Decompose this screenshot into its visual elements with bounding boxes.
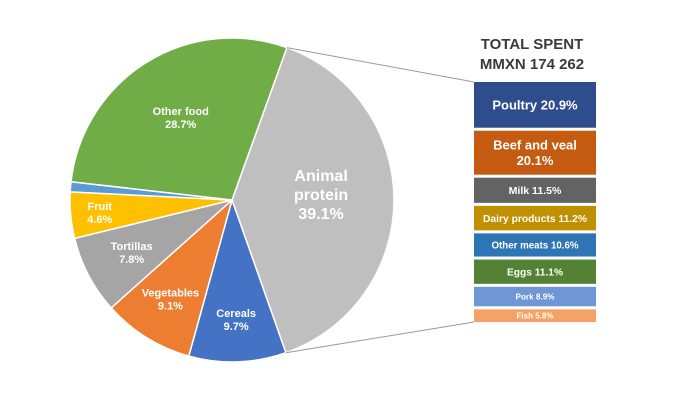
pie-slice-vegetables bbox=[110, 197, 234, 358]
connector-line-top bbox=[286, 47, 475, 83]
bar-segment-poultry-20-9 bbox=[474, 82, 596, 128]
bar-title-line1: TOTAL SPENT bbox=[481, 36, 584, 53]
pie-slice-cereals bbox=[187, 197, 287, 363]
bar-segment-dairy-products-11-2 bbox=[474, 205, 596, 231]
pie-slice-animal-protein bbox=[231, 46, 395, 354]
pie-chart: Animal protein 39.1% Cereals 9.7% Vegetables 9… bbox=[69, 37, 395, 363]
bar-segment-fish-5-8 bbox=[474, 309, 596, 322]
pie-labels: Animal protein 39.1% Cereals 9.7% Vegetables 9… bbox=[87, 106, 348, 333]
bar-label-milk-11-5: Milk 11.5% bbox=[509, 185, 562, 197]
bar-title-line2: MMXN 174 262 bbox=[480, 56, 584, 73]
bar-segment-eggs-11-1 bbox=[474, 259, 596, 284]
bar-segment-pork-8-9 bbox=[474, 286, 596, 307]
pie-label-tortillas: Tortillas 7.8% bbox=[111, 241, 153, 266]
bar-segment-beef-and-veal-20-1 bbox=[474, 130, 596, 175]
pie-label-animal-protein: Animal protein 39.1% bbox=[294, 168, 348, 223]
bar-label-poultry-20-9: Poultry 20.9% bbox=[492, 98, 578, 113]
bar-segment-other-meats-10-6 bbox=[474, 233, 596, 257]
pie-slice-other-food bbox=[70, 37, 288, 201]
bar-label-eggs-11-1: Eggs 11.1% bbox=[507, 267, 563, 278]
bar-label-pork-8-9: Pork 8.9% bbox=[516, 293, 556, 302]
connector-lines bbox=[285, 47, 475, 354]
pie-label-fruit: Fruit 4.6% bbox=[87, 201, 112, 226]
bar-label-other-meats-10-6: Other meats 10.6% bbox=[491, 240, 578, 251]
pie-label-vegetables: Vegetables 9.1% bbox=[142, 287, 199, 312]
stacked-bar: TOTAL SPENT MMXN 174 262 Poultry 20.9% Be… bbox=[474, 36, 596, 322]
pie-label-other-food: Other food 28.7% bbox=[153, 106, 209, 131]
bar-label-beef-and-veal-20-1: Beef and veal 20.1% bbox=[493, 137, 577, 168]
bar-label-dairy-products-11-2: Dairy products 11.2% bbox=[483, 214, 587, 225]
bar-label-fish-5-8: Fish 5.8% bbox=[517, 312, 554, 321]
connector-line-bottom bbox=[285, 321, 475, 354]
bar-segment-milk-11-5 bbox=[474, 177, 596, 203]
pie-label-cereals: Cereals 9.7% bbox=[216, 308, 256, 333]
